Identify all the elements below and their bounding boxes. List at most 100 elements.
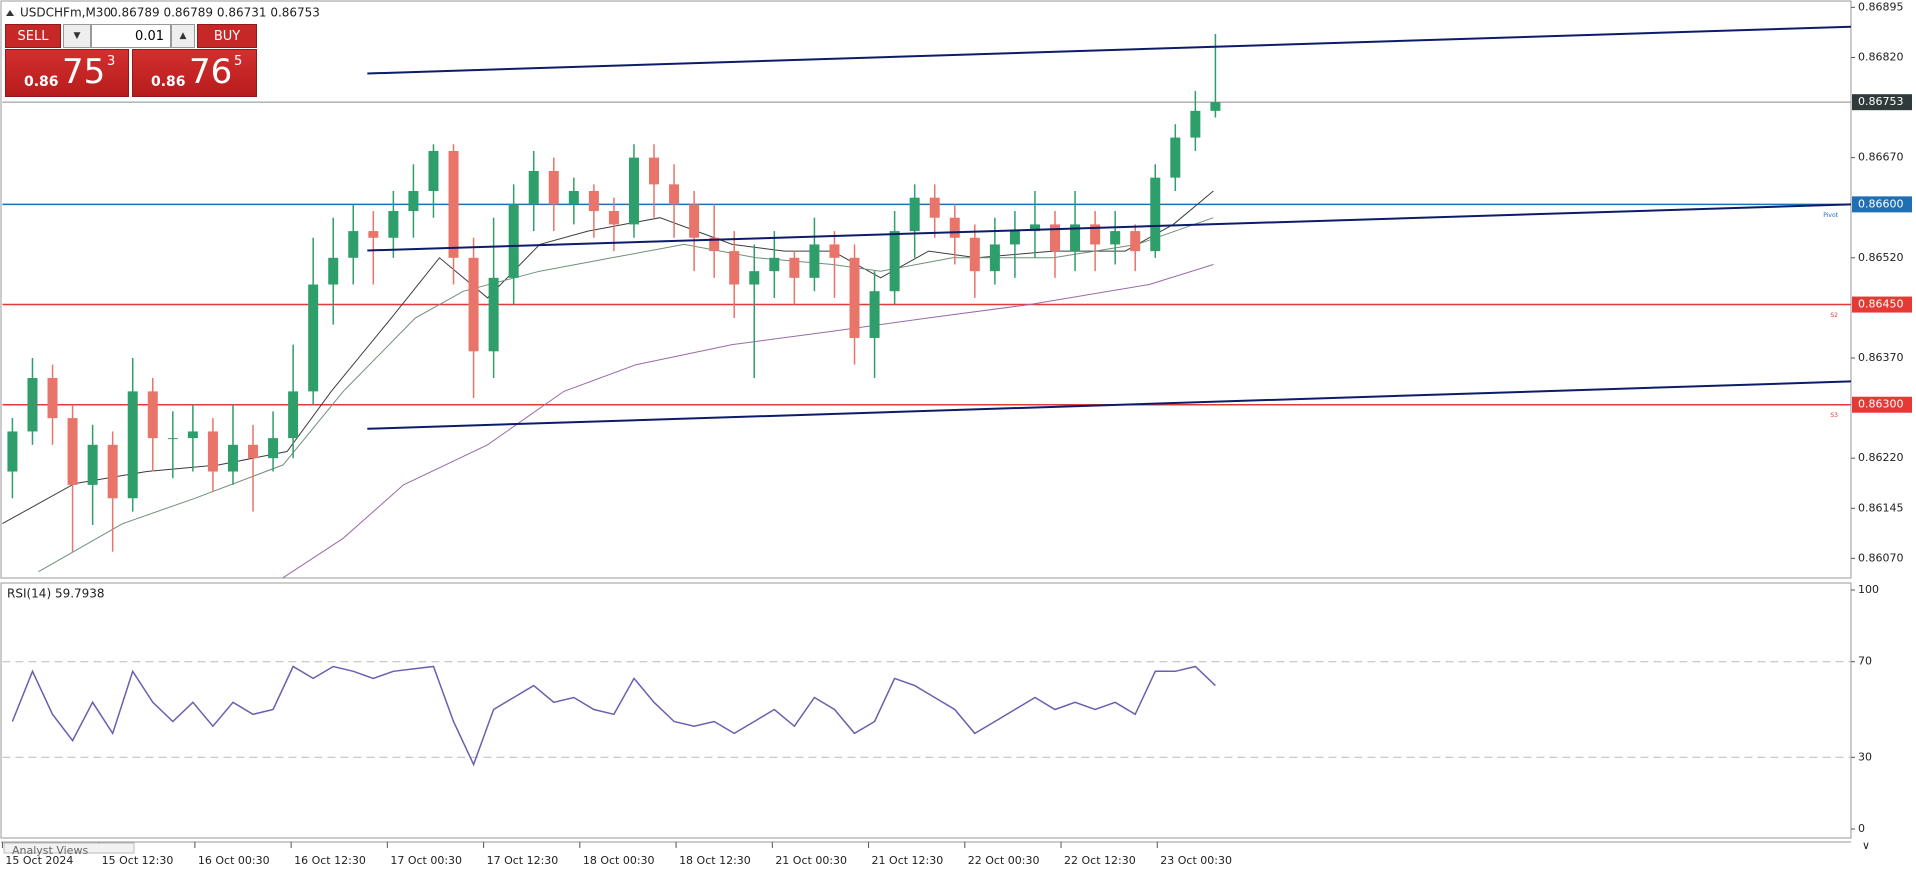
price-point: 3	[107, 54, 116, 69]
rsi-label: RSI(14) 59.7938	[7, 587, 105, 601]
candle-body	[47, 378, 58, 419]
candle-body	[809, 244, 820, 278]
candle-body	[989, 244, 1000, 272]
candle-body	[909, 197, 920, 232]
candle-body	[689, 204, 700, 238]
candle-body	[308, 284, 319, 392]
x-tick-label: 22 Oct 12:30	[1064, 854, 1136, 867]
candle-body	[568, 191, 579, 205]
candle-body	[669, 184, 680, 205]
candle-body	[1130, 231, 1141, 252]
level-label: Pivot	[1823, 212, 1838, 219]
price-tag	[1852, 196, 1912, 213]
candle-body	[1009, 231, 1020, 245]
y-tick-label: 0.86370	[1858, 351, 1904, 364]
price-tag-label: 0.86300	[1858, 398, 1904, 411]
candle-body	[1070, 224, 1081, 252]
candle-body	[869, 291, 880, 338]
candle-body	[649, 157, 660, 185]
candle-body	[448, 150, 459, 258]
candle-body	[107, 444, 118, 499]
main-panel	[0, 0, 1852, 579]
x-tick-label: 22 Oct 00:30	[968, 854, 1040, 867]
candle-body	[969, 237, 980, 272]
buy-button[interactable]: BUY	[197, 24, 257, 48]
candle-body	[167, 438, 178, 440]
x-tick-label: 15 Oct 2024	[5, 854, 73, 867]
candle-body	[548, 170, 559, 205]
collapse-icon[interactable]	[6, 10, 14, 16]
scroll-icon[interactable]: ∨	[1862, 839, 1870, 852]
price-point: 5	[234, 54, 243, 69]
y-tick-label: 0.86070	[1858, 551, 1904, 564]
price-tag	[1852, 94, 1912, 111]
rsi-panel	[0, 582, 1852, 839]
candle-body	[608, 211, 619, 225]
candle-body	[709, 237, 720, 252]
candle-body	[1190, 110, 1201, 138]
x-tick-label: 15 Oct 12:30	[102, 854, 174, 867]
x-tick-label: 23 Oct 00:30	[1160, 854, 1232, 867]
trendline	[367, 380, 1851, 430]
candle-body	[889, 231, 900, 292]
lot-up[interactable]: ▲	[171, 24, 195, 48]
sell-price[interactable]: 0.86 75 3	[5, 49, 129, 97]
candle-body	[268, 438, 279, 459]
y-tick-label: 0.86670	[1858, 151, 1904, 164]
price-big: 0.86	[24, 74, 59, 90]
candle-body	[1150, 177, 1161, 252]
rsi-plot	[2, 661, 1851, 767]
level-label: S3	[1830, 412, 1838, 419]
buy-price[interactable]: 0.86 76 5	[132, 49, 257, 97]
quote: 0.86789 0.86789 0.86731 0.86753	[110, 6, 320, 20]
y-tick-label: 70	[1858, 655, 1872, 668]
symbol: USDCHFm,M30	[20, 6, 111, 20]
price-tag-label: 0.86753	[1858, 95, 1904, 108]
candle-body	[588, 191, 599, 212]
price-big: 0.86	[151, 74, 186, 90]
price-tag	[1852, 296, 1912, 313]
candle-body	[1050, 224, 1061, 252]
candle-body	[207, 431, 218, 472]
candle-body	[248, 444, 259, 459]
candle-body	[849, 257, 860, 338]
candle-body	[1090, 224, 1101, 245]
candle-body	[428, 150, 439, 192]
candle-body	[769, 257, 780, 272]
y-tick-label: 30	[1858, 750, 1872, 763]
trendline	[367, 25, 1851, 75]
lot-size[interactable]: 0.01	[91, 24, 171, 48]
candle-body	[508, 204, 519, 278]
trendline	[367, 203, 1851, 252]
x-tick-label: 17 Oct 12:30	[487, 854, 559, 867]
x-tick-label: 21 Oct 12:30	[872, 854, 944, 867]
candle-body	[87, 444, 98, 485]
candle-body	[1110, 231, 1121, 245]
sell-button[interactable]: SELL	[5, 24, 61, 48]
main-plot: Pivot S2 S3	[2, 25, 1851, 578]
price-tag	[1852, 396, 1912, 413]
y-tick-label: 0.86145	[1858, 501, 1904, 514]
candle-body	[829, 244, 840, 258]
candle-body	[288, 391, 299, 439]
y-tick-label: 0.86520	[1858, 251, 1904, 264]
candle-body	[187, 431, 198, 439]
x-tick-label: 16 Oct 00:30	[198, 854, 270, 867]
x-tick-label: 18 Oct 12:30	[679, 854, 751, 867]
y-tick-label: 0.86895	[1858, 0, 1904, 13]
candle-body	[1170, 137, 1181, 178]
candle-body	[348, 231, 359, 258]
x-tick-label: 18 Oct 00:30	[583, 854, 655, 867]
lot-down[interactable]: ▼	[63, 24, 91, 48]
footer-tab[interactable]: Analyst Views	[12, 844, 88, 857]
level-label: S2	[1830, 312, 1838, 319]
tab[interactable]	[3, 842, 135, 854]
x-tick-label: 17 Oct 00:30	[390, 854, 462, 867]
trade-panel: SELL ▼ 0.01 ▲ BUY 0.86 75 3 0.86 76 5	[5, 24, 257, 97]
moving-average	[282, 264, 1214, 578]
candle-body	[949, 217, 960, 238]
x-tick-label: 21 Oct 00:30	[775, 854, 847, 867]
candle-body	[749, 271, 760, 285]
